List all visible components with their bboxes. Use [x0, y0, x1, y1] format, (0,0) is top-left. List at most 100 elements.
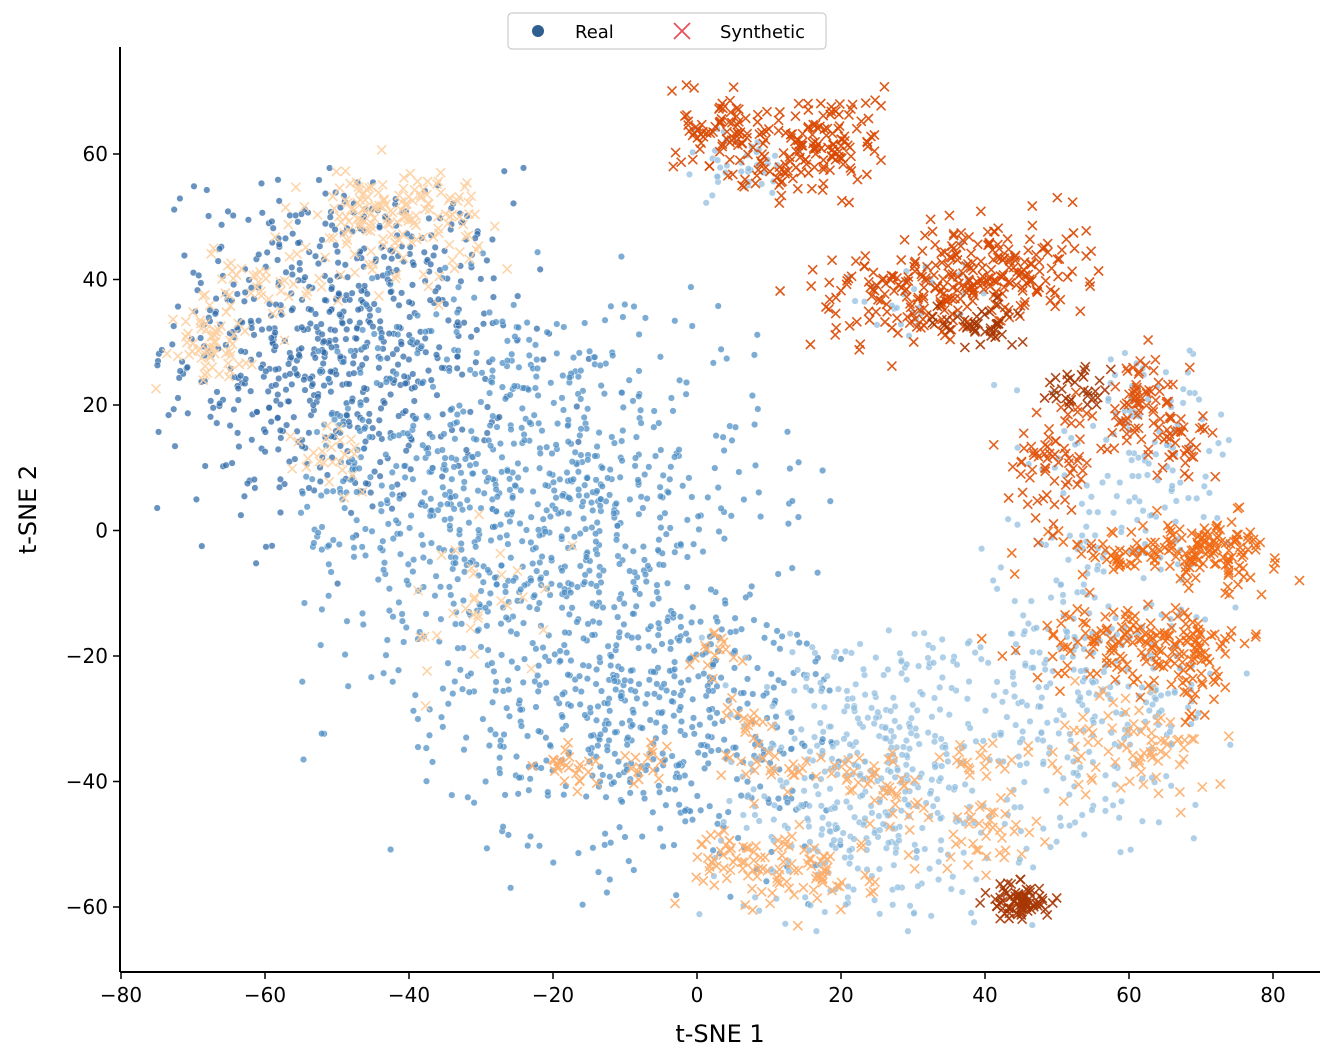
real-point — [895, 723, 903, 731]
real-point — [262, 367, 270, 375]
real-point — [413, 454, 421, 462]
real-point — [599, 567, 607, 575]
real-point — [258, 179, 266, 187]
synthetic-point — [1120, 693, 1131, 704]
real-point — [890, 861, 898, 869]
real-point — [1037, 729, 1045, 737]
real-point — [619, 427, 627, 435]
real-point — [325, 375, 333, 383]
real-point — [348, 397, 356, 405]
real-point — [1039, 825, 1047, 833]
real-point — [937, 846, 945, 854]
real-point — [451, 559, 459, 567]
real-point — [346, 317, 354, 325]
real-point — [376, 544, 384, 552]
real-point — [895, 837, 903, 845]
synthetic-point — [1010, 819, 1022, 830]
real-point — [288, 271, 296, 279]
real-point — [598, 464, 606, 472]
real-point — [933, 795, 941, 803]
real-point — [817, 679, 825, 687]
real-point — [318, 236, 326, 244]
real-point — [439, 274, 447, 282]
real-point — [359, 609, 367, 617]
real-point — [740, 496, 748, 504]
real-point — [993, 585, 1001, 593]
real-point — [990, 692, 998, 700]
real-point — [183, 363, 191, 371]
synthetic-point — [496, 595, 507, 606]
real-point — [360, 384, 368, 392]
synthetic-point — [870, 95, 881, 106]
real-point — [582, 793, 590, 801]
real-point — [631, 462, 639, 470]
real-point — [677, 727, 685, 735]
real-point — [966, 724, 974, 732]
real-point — [652, 719, 660, 727]
real-point — [654, 546, 662, 554]
real-point — [487, 726, 495, 734]
real-point — [427, 376, 435, 384]
real-point — [546, 513, 554, 521]
real-point — [929, 802, 937, 810]
real-point — [383, 354, 391, 362]
real-point — [626, 567, 634, 575]
real-point — [385, 607, 393, 615]
real-point — [387, 391, 395, 399]
real-point — [405, 356, 413, 364]
real-point — [616, 560, 624, 568]
real-point — [380, 253, 388, 261]
real-point — [425, 367, 433, 375]
real-point — [235, 443, 243, 451]
synthetic-point — [860, 98, 871, 109]
real-point — [663, 617, 671, 625]
real-point — [630, 303, 638, 311]
synthetic-point — [670, 147, 681, 158]
synthetic-point — [1024, 472, 1035, 483]
real-point — [383, 496, 391, 504]
synthetic-point — [925, 214, 936, 225]
real-point — [265, 404, 273, 412]
real-point — [695, 525, 703, 533]
real-point — [607, 302, 615, 310]
real-point — [1059, 598, 1067, 606]
real-point — [430, 251, 438, 259]
real-point — [1162, 368, 1170, 376]
synthetic-point — [620, 750, 631, 761]
real-point — [155, 428, 163, 436]
real-point — [332, 370, 340, 378]
real-point — [1013, 386, 1021, 394]
real-point — [918, 824, 926, 832]
real-point — [596, 778, 604, 786]
real-point — [467, 427, 475, 435]
real-point — [271, 329, 279, 337]
real-point — [489, 293, 497, 301]
real-point — [575, 492, 583, 500]
real-point — [626, 778, 634, 786]
real-point — [409, 707, 417, 715]
real-point — [1231, 604, 1239, 612]
synthetic-point — [1238, 563, 1249, 574]
real-point — [1094, 508, 1102, 516]
real-point — [726, 893, 734, 901]
real-point — [504, 540, 512, 548]
real-point — [856, 640, 864, 648]
real-point — [516, 520, 524, 528]
real-point — [761, 634, 769, 642]
real-point — [580, 515, 588, 523]
real-point — [667, 394, 675, 402]
real-point — [425, 214, 433, 222]
real-point — [734, 834, 742, 842]
real-point — [579, 498, 587, 506]
synthetic-point — [747, 883, 758, 894]
real-point — [921, 845, 929, 853]
real-point — [224, 207, 232, 215]
real-point — [670, 689, 678, 697]
real-point — [241, 288, 249, 296]
real-point — [294, 239, 302, 247]
real-point — [538, 553, 546, 561]
x-tick-label: −80 — [100, 983, 142, 1007]
real-point — [618, 389, 626, 397]
synthetic-point — [695, 129, 706, 140]
real-point — [552, 441, 560, 449]
